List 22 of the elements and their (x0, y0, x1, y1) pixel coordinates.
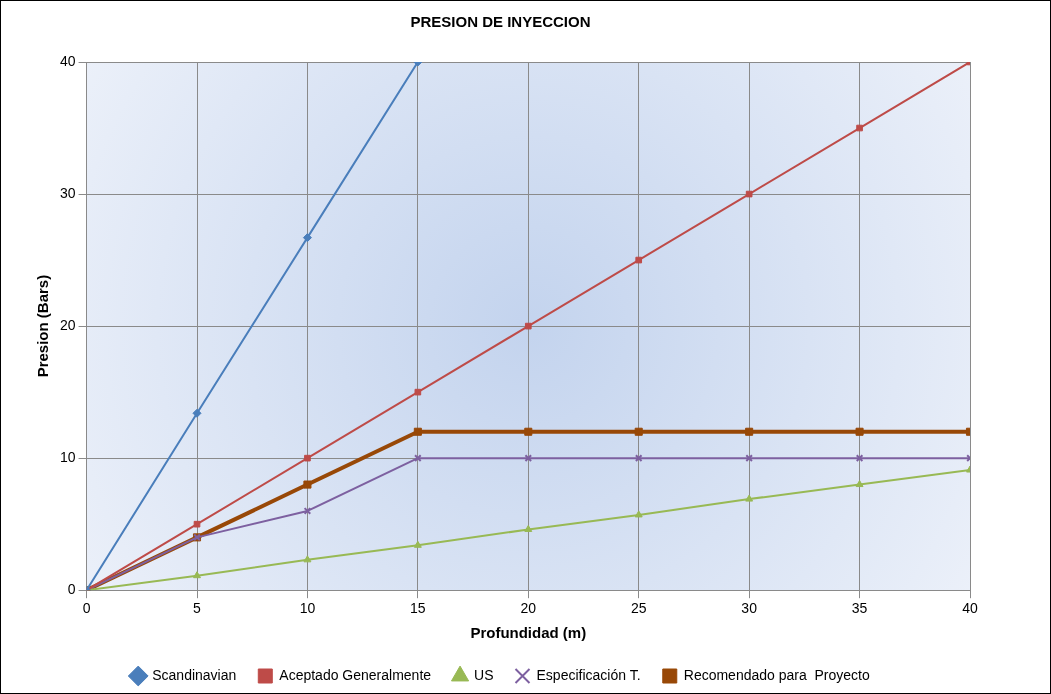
legend-label: Scandinavian (152, 666, 237, 683)
x-axis-title: Profundidad (m) (470, 624, 587, 642)
y-tick-label: 10 (59, 449, 76, 466)
legend-label: Aceptado Generalmente (279, 666, 432, 683)
chart-title: PRESION DE INYECCION (410, 13, 591, 31)
y-axis-title: Presion (Bars) (34, 274, 52, 378)
x-tick-label: 15 (410, 600, 426, 617)
x-tick-label: 25 (630, 600, 647, 617)
x-tick-label: 40 (962, 600, 978, 617)
y-tick-label: 20 (59, 316, 76, 333)
y-tick-label: 0 (67, 581, 76, 598)
x-tick-label: 30 (741, 600, 758, 617)
legend-label: Especificación T. (536, 666, 641, 683)
x-tick-label: 35 (851, 600, 868, 617)
x-tick-label: 10 (299, 600, 316, 617)
y-tick-label: 30 (59, 184, 76, 201)
legend-label: Recomendado para Proyecto (683, 666, 870, 683)
x-tick-label: 0 (82, 600, 91, 617)
x-tick-label: 20 (520, 600, 537, 617)
x-tick-label: 5 (193, 600, 202, 617)
legend-label: US (474, 666, 494, 683)
y-tick-label: 40 (59, 52, 76, 69)
